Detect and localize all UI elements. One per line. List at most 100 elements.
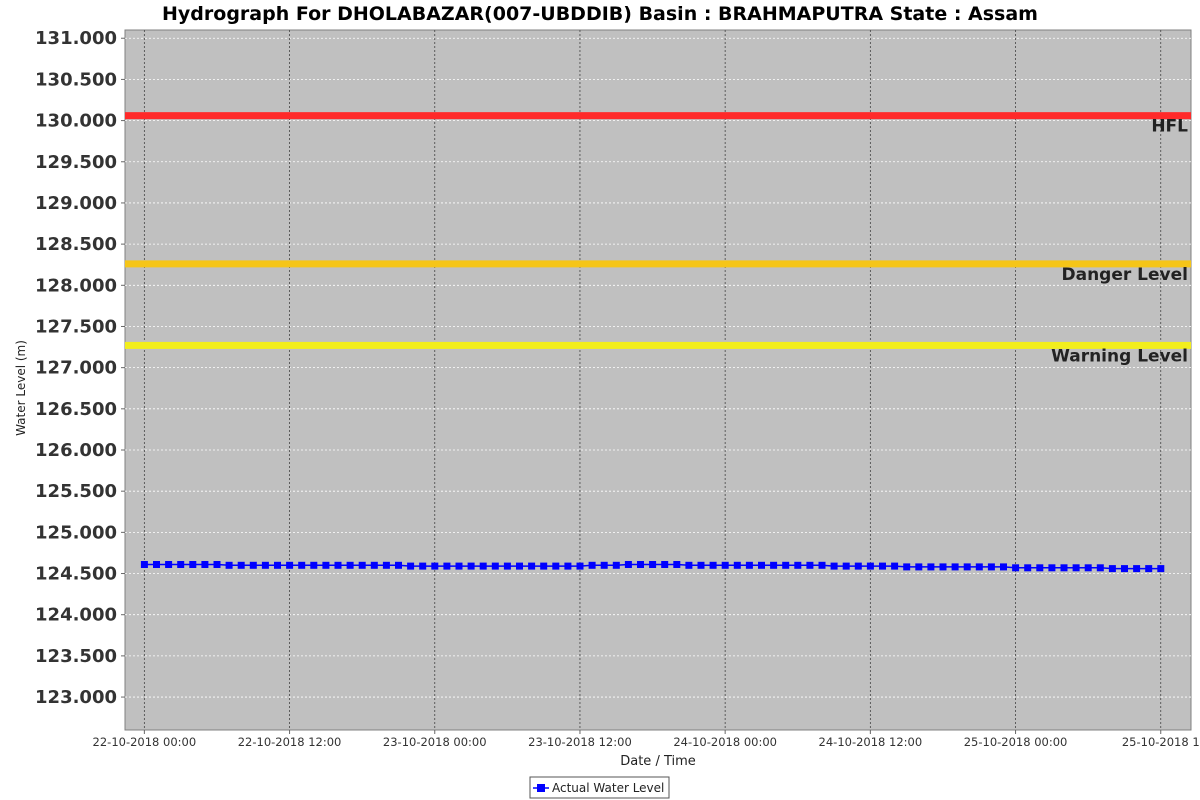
data-point (637, 561, 644, 568)
data-point (1121, 565, 1128, 573)
plot-area (124, 29, 1192, 731)
data-point (915, 563, 923, 571)
data-point (854, 562, 862, 570)
y-tick-label: 127.500 (35, 316, 117, 337)
data-point (274, 561, 281, 569)
reference-line (125, 341, 1191, 349)
x-tick-label: 22-10-2018 12:00 (238, 735, 342, 749)
y-tick-label: 131.000 (35, 28, 117, 49)
data-point (770, 561, 778, 569)
y-tick-label: 125.500 (35, 481, 117, 502)
y-tick-label: 126.500 (35, 399, 117, 420)
x-tick-label: 22-10-2018 00:00 (93, 735, 197, 749)
data-point (503, 562, 511, 570)
data-point (153, 561, 160, 568)
data-point (552, 562, 560, 570)
data-point (1145, 565, 1153, 573)
data-point (842, 562, 850, 570)
data-point (1072, 564, 1080, 572)
y-tick-label: 130.500 (35, 69, 117, 90)
y-axis-ticks: 123.000 123.500 124.000 124.500 125.000 125.5… (35, 28, 125, 708)
data-point (624, 561, 632, 568)
data-point (891, 562, 899, 570)
data-point (588, 561, 596, 569)
data-point (177, 561, 185, 568)
data-point (225, 561, 233, 569)
data-point (322, 561, 330, 569)
x-tick-label: 23-10-2018 00:00 (383, 735, 487, 749)
y-tick-label: 130.000 (35, 111, 117, 132)
data-point (975, 563, 983, 571)
data-point (612, 561, 620, 569)
data-point (830, 562, 838, 570)
data-point (818, 561, 826, 569)
data-point (963, 563, 971, 571)
data-point (661, 561, 669, 568)
y-tick-label: 128.500 (35, 234, 117, 255)
data-point (189, 561, 197, 568)
data-point (249, 561, 257, 569)
data-point (903, 563, 911, 571)
data-point (467, 562, 475, 570)
y-tick-label: 123.000 (35, 687, 117, 708)
data-point (237, 561, 245, 569)
gridlines (125, 30, 1191, 730)
data-point (685, 561, 693, 569)
x-tick-label: 25-10-2018 00:00 (964, 735, 1068, 749)
y-tick-label: 123.500 (35, 646, 117, 667)
reference-line-label: Warning Level (1051, 346, 1188, 366)
data-point (721, 561, 729, 569)
data-point (382, 561, 390, 569)
data-point (1048, 564, 1056, 572)
data-point (419, 562, 427, 570)
data-point (1096, 564, 1104, 572)
y-tick-label: 127.000 (35, 358, 117, 379)
data-point (697, 561, 705, 569)
legend-label: Actual Water Level (552, 781, 664, 795)
data-point (1084, 564, 1092, 572)
data-point (745, 561, 753, 569)
data-point (1024, 564, 1032, 572)
data-point (1133, 565, 1141, 573)
data-point (201, 561, 209, 568)
data-point (866, 562, 874, 570)
y-tick-label: 129.500 (35, 152, 117, 173)
y-tick-label: 128.000 (35, 275, 117, 296)
data-point (879, 562, 886, 570)
y-tick-label: 125.000 (35, 522, 117, 543)
data-point (213, 561, 221, 568)
data-point (758, 561, 765, 569)
reference-lines: HFL Danger Level Warning Level (125, 112, 1191, 366)
y-tick-label: 126.000 (35, 440, 117, 461)
data-point (140, 561, 148, 568)
y-tick-label: 124.000 (35, 605, 117, 626)
data-point (491, 562, 499, 570)
data-point (600, 561, 608, 569)
data-point (576, 562, 584, 570)
data-point (540, 562, 548, 570)
data-point (1157, 565, 1165, 573)
data-point (1012, 564, 1020, 572)
data-point (516, 562, 523, 570)
series-actual-water-level (140, 561, 1165, 573)
data-point (709, 561, 717, 569)
data-point (528, 562, 536, 570)
data-point (370, 561, 378, 569)
data-point (1108, 565, 1116, 573)
y-tick-label: 124.500 (35, 564, 117, 585)
legend-swatch-marker (537, 784, 545, 792)
data-point (1000, 563, 1007, 571)
data-point (479, 562, 487, 570)
legend: Actual Water Level (529, 776, 670, 799)
data-point (987, 563, 995, 571)
data-point (1036, 564, 1044, 572)
x-tick-label: 25-10-2018 1 (1122, 735, 1200, 749)
data-point (431, 562, 439, 570)
reference-line-label: HFL (1151, 117, 1188, 137)
legend-box (529, 776, 670, 799)
data-point (806, 561, 814, 569)
x-tick-label: 24-10-2018 12:00 (819, 735, 923, 749)
data-point (951, 563, 959, 571)
data-point (346, 561, 354, 569)
data-point (310, 561, 318, 569)
